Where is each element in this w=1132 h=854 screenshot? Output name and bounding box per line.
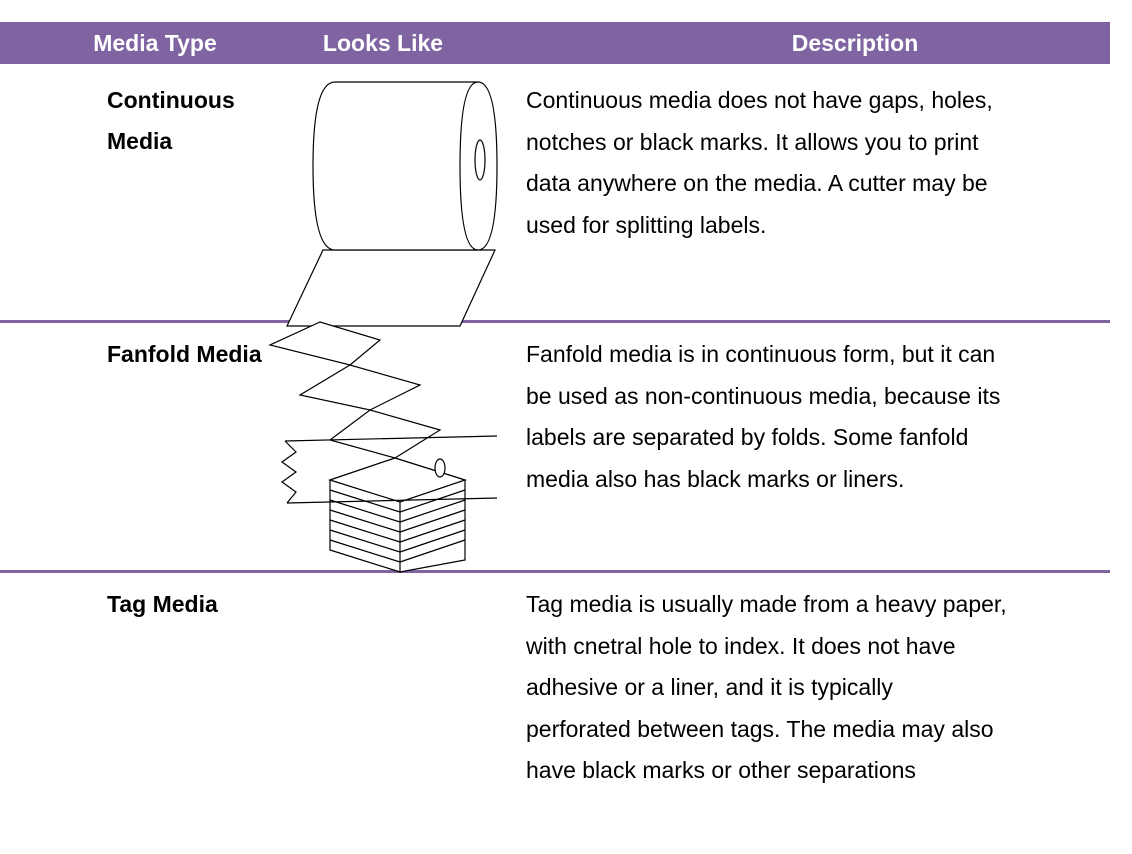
description: Tag media is usually made from a heavy p… bbox=[526, 584, 1116, 792]
description-line: be used as non-continuous media, because… bbox=[526, 382, 1001, 409]
description-line: with cnetral hole to index. It does not … bbox=[526, 632, 956, 659]
description: Continuous media does not have gaps, hol… bbox=[526, 80, 1116, 246]
description-line: have black marks or other separations bbox=[526, 757, 916, 783]
header-cell: Description bbox=[791, 30, 919, 56]
description-line: Tag media is usually made from a heavy p… bbox=[526, 591, 1007, 617]
header-cell: Looks Like bbox=[322, 30, 444, 56]
description-line: perforated between tags. The media may a… bbox=[526, 715, 994, 742]
description: Fanfold media is in continuous form, but… bbox=[526, 334, 1116, 500]
tag-illustration bbox=[280, 435, 498, 504]
fanfold-illustration bbox=[268, 321, 467, 573]
description-line: used for splitting labels. bbox=[526, 211, 767, 238]
description-line: Continuous media does not have gaps, hol… bbox=[526, 87, 993, 113]
table-header: Media Type Looks Like Description bbox=[0, 22, 1110, 64]
roll-illustration bbox=[286, 81, 498, 327]
description-line: notches or black marks. It allows you to… bbox=[526, 128, 979, 155]
row-separator bbox=[0, 320, 1110, 323]
description-line: media also has black marks or liners. bbox=[526, 465, 905, 492]
description-line: adhesive or a liner, and it is typically bbox=[526, 674, 893, 700]
media-type: Fanfold Media bbox=[107, 341, 262, 367]
header-cell: Media Type bbox=[93, 30, 217, 56]
description-line: labels are separated by folds. Some fanf… bbox=[526, 424, 969, 450]
description-line: Fanfold media is in continuous form, but… bbox=[526, 341, 996, 367]
media-type: Tag Media bbox=[107, 591, 218, 617]
media-type: Continuous Media bbox=[107, 87, 235, 154]
description-line: data anywhere on the media. A cutter may… bbox=[526, 170, 988, 196]
row-separator bbox=[0, 570, 1110, 573]
